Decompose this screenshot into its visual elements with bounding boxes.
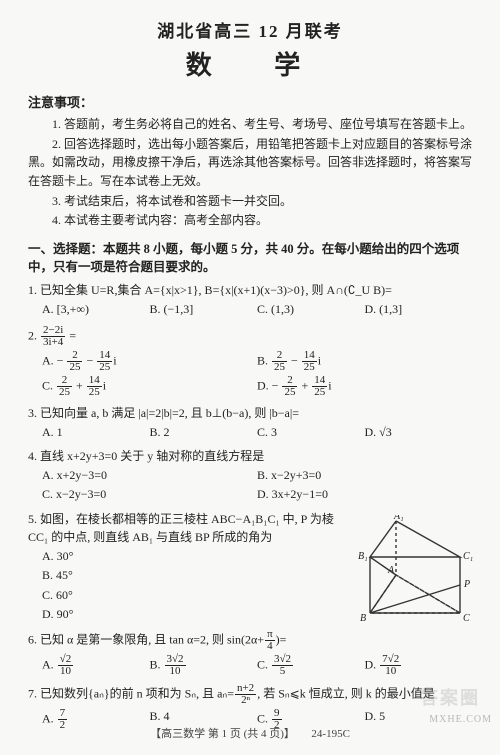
q4-opt-b: B. x−2y+3=0 xyxy=(257,467,472,484)
notice-list: 1. 答题前，考生务必将自己的姓名、考生号、考场号、座位号填写在答题卡上。 2.… xyxy=(28,115,472,230)
q6-opt-c: C. 3√25 xyxy=(257,654,365,677)
notice-item: 4. 本试卷主要考试内容：高考全部内容。 xyxy=(28,211,472,230)
watermark-small: MXHE.COM xyxy=(429,713,492,728)
question-7: 7. 已知数列{aₙ}的前 n 项和为 Sₙ, 且 aₙ=n+22ⁿ, 若 Sₙ… xyxy=(28,683,472,733)
watermark-main: 答案圈 xyxy=(420,685,480,711)
lbl-a1: A₁ xyxy=(393,515,404,522)
page-footer: 【高三数学 第 1 页 (共 4 页)】 24-195C xyxy=(0,727,500,743)
q1-options: A. [3,+∞) B. (−1,3] C. (1,3) D. (1,3] xyxy=(42,301,472,320)
q2-opt-d: D. − 225 + 1425i xyxy=(257,375,472,398)
q1-opt-b: B. (−1,3] xyxy=(150,301,258,318)
q2-options: A. − 225 − 1425i B. 225 − 1425i C. 225 +… xyxy=(42,350,472,400)
footer-code: 24-195C xyxy=(311,728,350,740)
q6-opt-a: A. √210 xyxy=(42,654,150,677)
q5-opt-a: A. 30° xyxy=(42,548,342,565)
q1-stem: 1. 已知全集 U=R,集合 A={x|x>1}, B={x|(x+1)(x−3… xyxy=(28,281,472,299)
q5-stem: 5. 如图，在棱长都相等的正三棱柱 ABC−A₁B₁C₁ 中, P 为棱 CC₁… xyxy=(28,510,342,546)
q3-opt-d: D. √3 xyxy=(365,424,473,441)
prism-svg: A₁ B₁ C₁ A B C P xyxy=(356,515,476,625)
q2-frac-den: 3i+4 xyxy=(41,337,65,348)
q6-opt-b: B. 3√210 xyxy=(150,654,258,677)
q2-opt-a: A. − 225 − 1425i xyxy=(42,350,257,373)
q2-eq: = xyxy=(69,328,76,342)
lbl-c1: C₁ xyxy=(463,551,473,562)
lbl-b1: B₁ xyxy=(358,551,368,562)
q1-opt-a: A. [3,+∞) xyxy=(42,301,150,318)
q2-fraction: 2−2i 3i+4 xyxy=(41,325,65,348)
q3-opt-b: B. 2 xyxy=(150,424,258,441)
footer-text: 【高三数学 第 1 页 (共 4 页)】 xyxy=(150,728,295,740)
notice-item: 3. 考试结束后，将本试卷和答题卡一并交回。 xyxy=(28,192,472,211)
q4-options: A. x+2y−3=0 B. x−2y+3=0 C. x−2y−3=0 D. 3… xyxy=(42,467,472,506)
question-6: 6. 已知 α 是第一象限角, 且 tan α=2, 则 sin(2α+π4)=… xyxy=(28,629,472,679)
lbl-a: A xyxy=(387,565,395,576)
question-2: 2. 2−2i 3i+4 = A. − 225 − 1425i B. 225 −… xyxy=(28,325,472,400)
q3-stem: 3. 已知向量 a, b 满足 |a|=2|b|=2, 且 b⊥(b−a), 则… xyxy=(28,404,472,422)
q5-opt-d: D. 90° xyxy=(42,606,342,623)
q2-frac-num: 2−2i xyxy=(41,325,65,337)
q1-opt-d: D. (1,3] xyxy=(365,301,473,318)
q3-options: A. 1 B. 2 C. 3 D. √3 xyxy=(42,424,472,443)
lbl-p: P xyxy=(463,579,470,590)
q5-options: A. 30° B. 45° C. 60° D. 90° xyxy=(42,548,342,626)
question-3: 3. 已知向量 a, b 满足 |a|=2|b|=2, 且 b⊥(b−a), 则… xyxy=(28,404,472,443)
notice-item: 1. 答题前，考生务必将自己的姓名、考生号、考场号、座位号填写在答题卡上。 xyxy=(28,115,472,134)
question-1: 1. 已知全集 U=R,集合 A={x|x>1}, B={x|(x+1)(x−3… xyxy=(28,281,472,320)
lbl-b: B xyxy=(360,613,366,624)
q6-stem: 6. 已知 α 是第一象限角, 且 tan α=2, 则 sin(2α+π4)= xyxy=(28,629,472,652)
exam-title-line1: 湖北省高三 12 月联考 xyxy=(28,20,472,45)
q4-stem: 4. 直线 x+2y+3=0 关于 y 轴对称的直线方程是 xyxy=(28,447,472,465)
q6-options: A. √210 B. 3√210 C. 3√25 D. 7√210 xyxy=(42,654,472,679)
prism-figure: A₁ B₁ C₁ A B C P xyxy=(356,515,476,625)
exam-page: 湖北省高三 12 月联考 数 学 注意事项： 1. 答题前，考生务必将自己的姓名… xyxy=(0,0,500,755)
notice-item: 2. 回答选择题时，选出每小题答案后，用铅笔把答题卡上对应题目的答案标号涂黑。如… xyxy=(28,135,472,191)
q4-opt-c: C. x−2y−3=0 xyxy=(42,486,257,503)
notice-heading: 注意事项： xyxy=(28,94,472,113)
q2-stem: 2. 2−2i 3i+4 = xyxy=(28,325,472,348)
q2-prefix: 2. xyxy=(28,328,40,342)
section-1-heading: 一、选择题：本题共 8 小题，每小题 5 分，共 40 分。在每小题给出的四个选… xyxy=(28,240,472,278)
q3-opt-a: A. 1 xyxy=(42,424,150,441)
q2-opt-c: C. 225 + 1425i xyxy=(42,375,257,398)
q5-opt-b: B. 45° xyxy=(42,567,342,584)
q1-opt-c: C. (1,3) xyxy=(257,301,365,318)
q3-opt-c: C. 3 xyxy=(257,424,365,441)
lbl-c: C xyxy=(463,613,470,624)
q4-opt-a: A. x+2y−3=0 xyxy=(42,467,257,484)
q2-opt-b: B. 225 − 1425i xyxy=(257,350,472,373)
q4-opt-d: D. 3x+2y−1=0 xyxy=(257,486,472,503)
q7-stem: 7. 已知数列{aₙ}的前 n 项和为 Sₙ, 且 aₙ=n+22ⁿ, 若 Sₙ… xyxy=(28,683,472,706)
q5-opt-c: C. 60° xyxy=(42,587,342,604)
exam-title-line2: 数 学 xyxy=(42,47,472,85)
question-4: 4. 直线 x+2y+3=0 关于 y 轴对称的直线方程是 A. x+2y−3=… xyxy=(28,447,472,506)
q6-opt-d: D. 7√210 xyxy=(365,654,473,677)
